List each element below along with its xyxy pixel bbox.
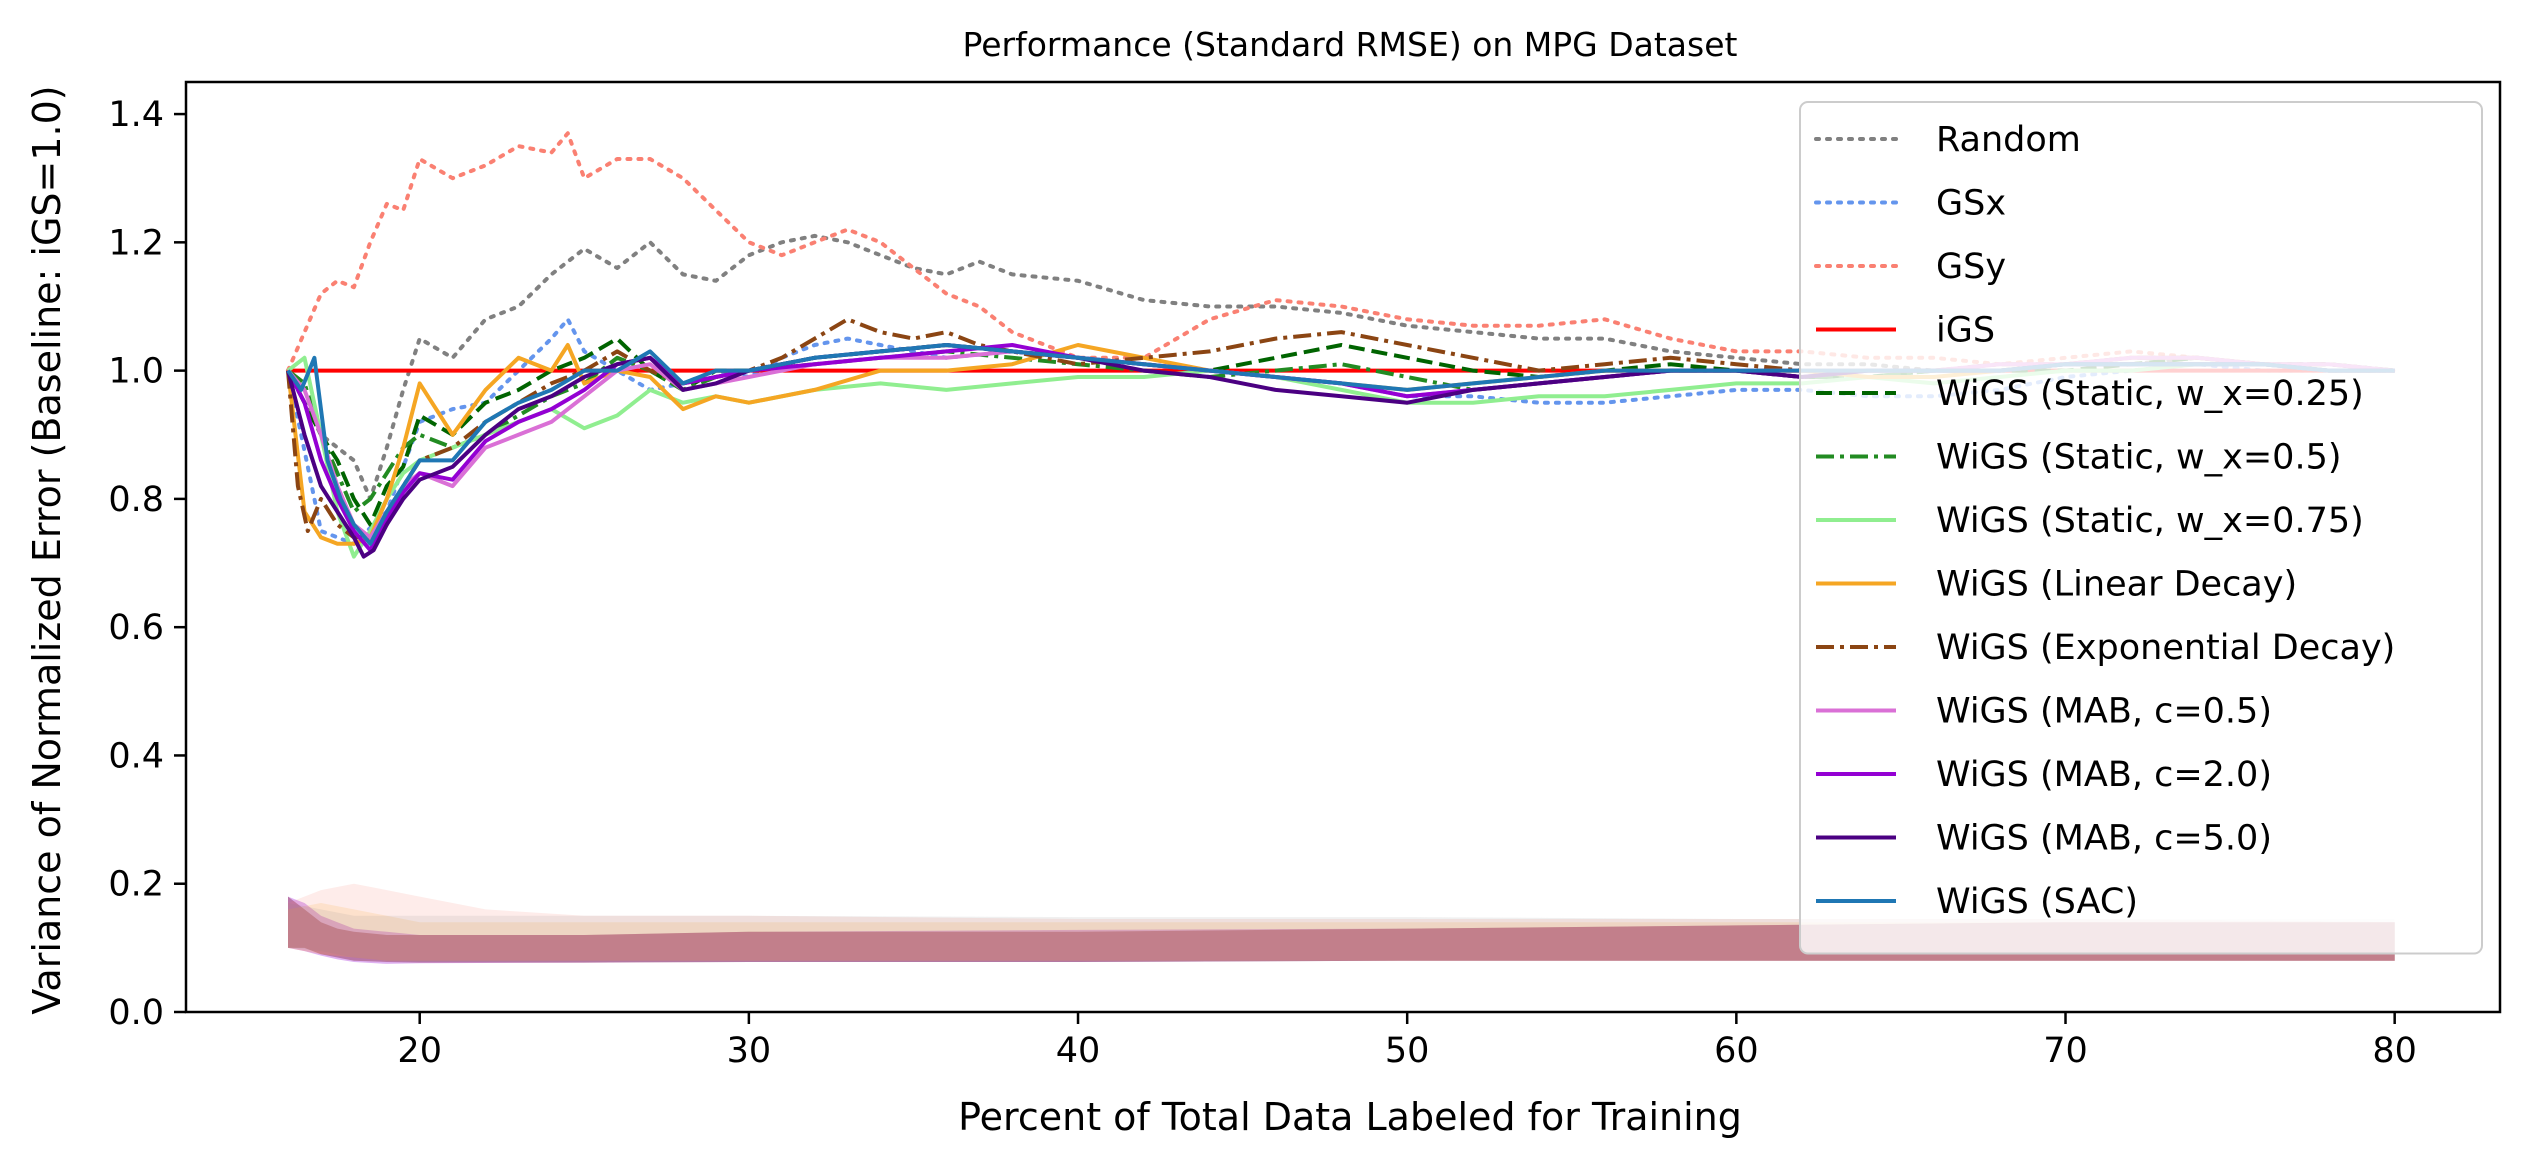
plot-frame — [184, 80, 2502, 1014]
y-tick-label: 1.0 — [108, 352, 164, 392]
legend-label-wigs-static-w-x-0-5: WiGS (Static, w_x=0.5) — [1936, 438, 2342, 478]
x-tick-label: 40 — [1056, 1031, 1101, 1071]
y-tick-label: 1.2 — [108, 223, 164, 263]
legend-box — [1799, 101, 2483, 955]
legend-label-wigs-linear-decay: WiGS (Linear Decay) — [1936, 565, 2297, 605]
legend-label-random: Random — [1936, 120, 2081, 160]
y-tick-label: 0.4 — [108, 736, 164, 776]
legend-label-wigs-exponential-decay: WiGS (Exponential Decay) — [1936, 628, 2395, 668]
chart-title: Performance (Standard RMSE) on MPG Datas… — [963, 25, 1738, 64]
x-axis-label: Percent of Total Data Labeled for Traini… — [958, 1095, 1742, 1139]
y-axis-label: Variance of Normalized Error (Baseline: … — [25, 85, 69, 1014]
legend-label-wigs-mab-c-0-5: WiGS (MAB, c=0.5) — [1936, 692, 2272, 732]
y-tick-label: 0.0 — [108, 993, 164, 1033]
legend-label-wigs-mab-c-5-0: WiGS (MAB, c=5.0) — [1936, 819, 2272, 859]
legend-label-gsy: GSy — [1936, 247, 2006, 287]
legend-label-wigs-static-w-x-0-25: WiGS (Static, w_x=0.25) — [1936, 374, 2364, 414]
legend-label-wigs-sac: WiGS (SAC) — [1936, 882, 2138, 922]
legend-label-wigs-mab-c-2-0: WiGS (MAB, c=2.0) — [1936, 755, 2272, 795]
legend: Random GSx GSy iGS WiGS (Static, w_x=0.25) Wi… — [1799, 101, 2483, 955]
y-tick-label: 0.2 — [108, 865, 164, 905]
x-tick-label: 50 — [1385, 1031, 1430, 1071]
legend-label-igs: iGS — [1936, 311, 1995, 351]
axes: 20 30 40 50 60 70 80 0.0 0.2 0.4 0.6 0.8 1.0 1.2 1.4 — [108, 80, 2502, 1071]
series-line-random — [286, 233, 2397, 501]
y-tick-label: 0.8 — [108, 480, 164, 520]
legend-label-wigs-static-w-x-0-75: WiGS (Static, w_x=0.75) — [1936, 501, 2364, 541]
x-tick-label: 20 — [397, 1031, 442, 1071]
x-tick-label: 60 — [1714, 1031, 1759, 1071]
x-tick-label: 80 — [2372, 1031, 2417, 1071]
legend-label-gsx: GSx — [1936, 184, 2006, 224]
y-tick-label: 1.4 — [108, 95, 164, 135]
y-tick-label: 0.6 — [108, 608, 164, 648]
x-tick-label: 30 — [727, 1031, 772, 1071]
x-tick-label: 70 — [2043, 1031, 2088, 1071]
